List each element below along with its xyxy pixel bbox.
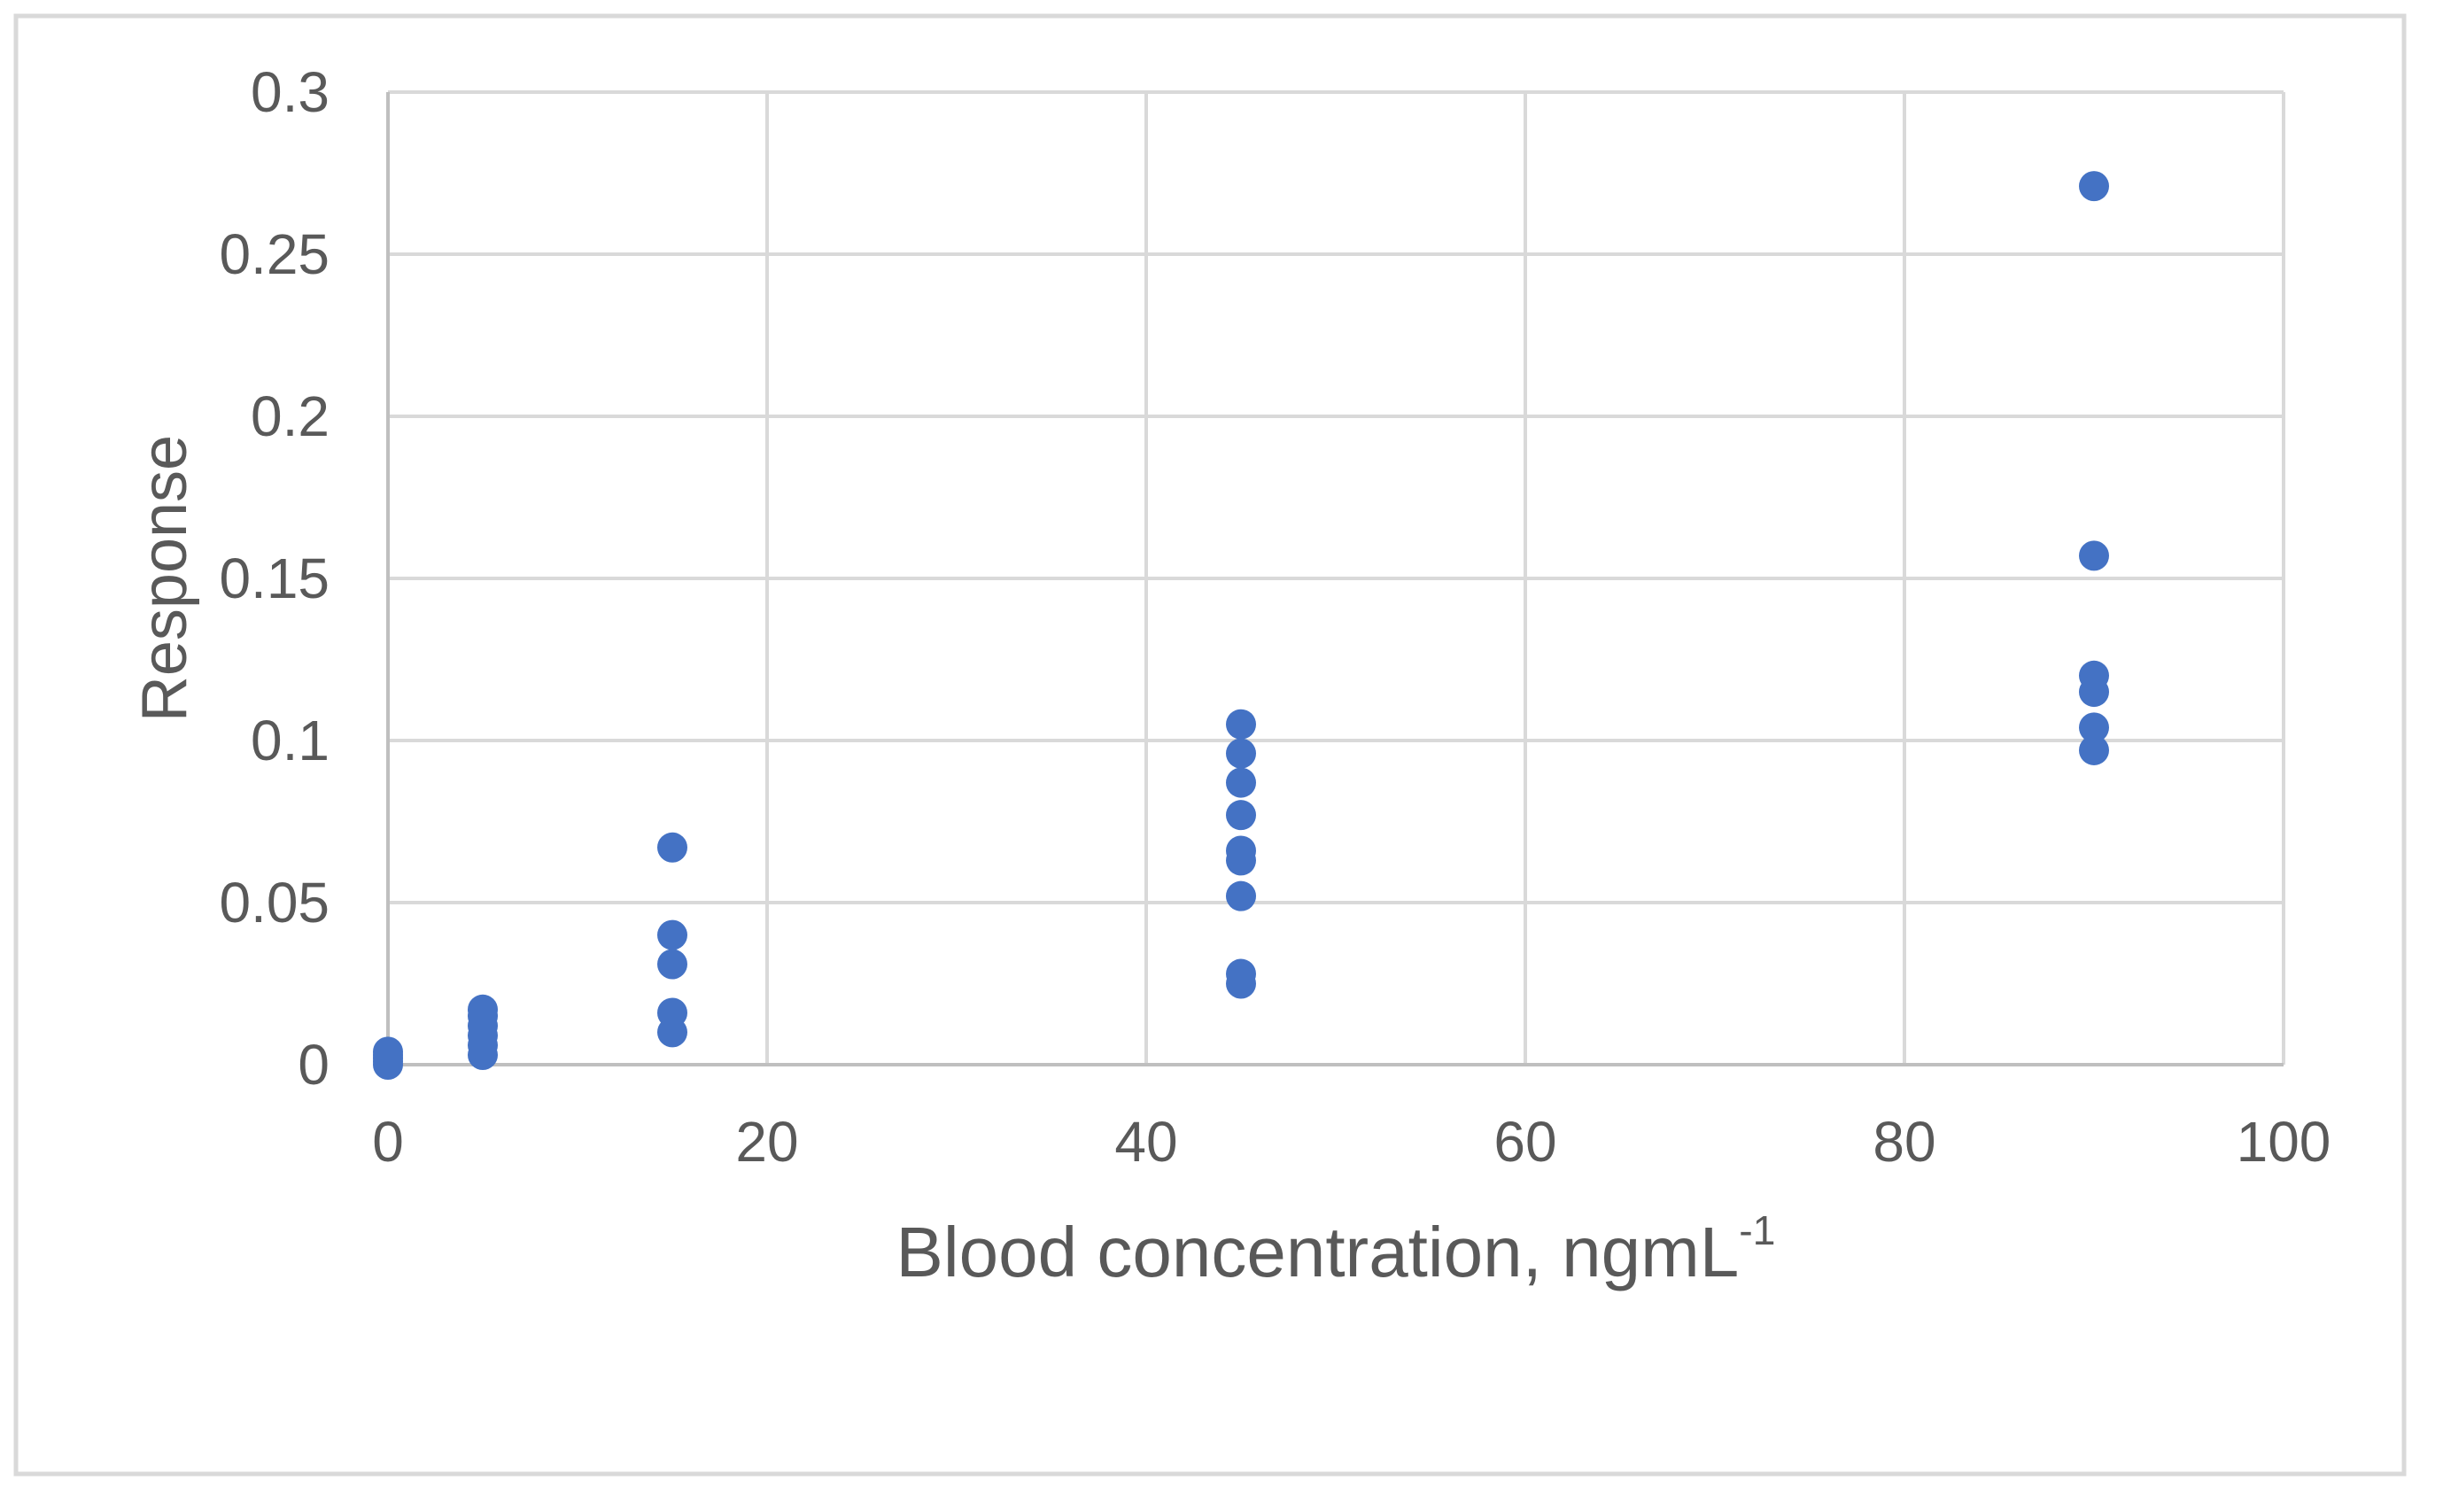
x-tick-label: 40 [1114,1110,1177,1174]
data-point [2079,734,2109,765]
y-tick-label: 0.25 [219,222,330,286]
y-tick-label: 0.05 [219,871,330,934]
data-point [373,1036,403,1067]
data-point [657,997,687,1028]
y-tick-label: 0 [298,1033,330,1097]
y-tick-label: 0.3 [251,60,330,124]
data-point [468,994,498,1025]
x-tick-label: 0 [372,1110,404,1174]
data-point [1226,958,1256,989]
data-point [2079,712,2109,743]
data-point [657,919,687,950]
x-axis-title: Blood concentration, ngmL-1 [388,1210,2284,1293]
data-point [657,832,687,863]
data-point [1226,800,1256,831]
x-tick-label: 20 [735,1110,798,1174]
y-axis-title: Response [128,435,201,722]
y-tick-label: 0.2 [251,384,330,448]
y-tick-label: 0.1 [251,709,330,772]
data-point [1226,767,1256,798]
chart-border [13,13,2407,1477]
data-point [2079,660,2109,691]
data-point [1226,880,1256,911]
y-tick-label: 0.15 [219,547,330,610]
x-tick-label: 80 [1873,1110,1935,1174]
data-point [1226,738,1256,769]
x-tick-label: 60 [1493,1110,1556,1174]
data-point [2079,171,2109,202]
data-point [2079,540,2109,571]
x-axis-title-text: Blood concentration, ngmL [896,1213,1740,1291]
y-axis-title-text: Response [129,434,200,723]
data-point [1226,709,1256,740]
data-point [657,949,687,980]
x-axis-title-exponent: -1 [1739,1207,1776,1253]
data-point [1226,835,1256,866]
x-tick-label: 100 [2237,1110,2331,1174]
